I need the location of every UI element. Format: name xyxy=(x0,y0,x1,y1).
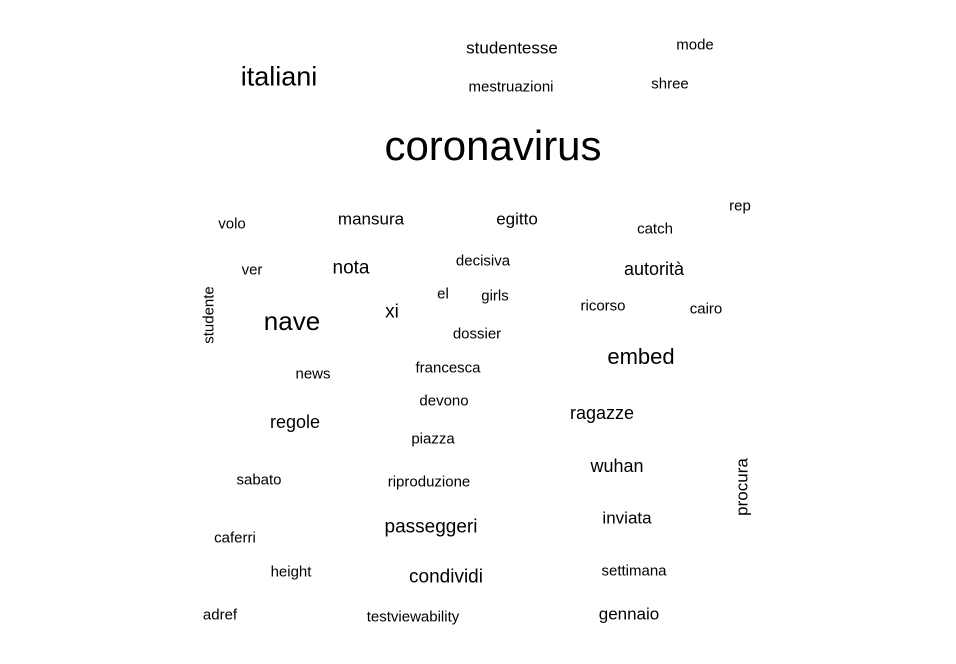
word-wuhan: wuhan xyxy=(590,456,644,476)
word-news: news xyxy=(295,365,331,383)
word-volo: volo xyxy=(218,215,246,233)
word-devono: devono xyxy=(419,392,469,410)
word-decisiva: decisiva xyxy=(455,252,511,270)
word-riproduzione: riproduzione xyxy=(387,473,471,491)
word-embed: embed xyxy=(607,344,675,369)
word-italiani: italiani xyxy=(240,61,318,92)
word-xi: xi xyxy=(385,301,399,323)
word-coronavirus: coronavirus xyxy=(384,122,602,169)
word-sabato: sabato xyxy=(236,471,282,489)
word-rep: rep xyxy=(729,197,751,215)
word-gennaio: gennaio xyxy=(598,604,660,624)
word-catch: catch xyxy=(637,220,673,238)
word-ricorso: ricorso xyxy=(580,297,626,315)
word-caferri: caferri xyxy=(214,529,256,547)
word-passeggeri: passeggeri xyxy=(384,516,478,538)
word-egitto: egitto xyxy=(496,209,538,229)
word-mode: mode xyxy=(676,36,714,54)
word-studentesse: studentesse xyxy=(466,38,558,58)
word-cairo: cairo xyxy=(689,300,723,318)
word-francesca: francesca xyxy=(415,359,481,377)
word-nave: nave xyxy=(263,306,321,336)
word-condividi: condividi xyxy=(409,566,483,588)
word-procura: procura xyxy=(732,458,752,516)
word-girls: girls xyxy=(481,287,509,305)
word-settimana: settimana xyxy=(601,562,667,580)
word-autorita: autorità xyxy=(623,259,685,279)
word-testviewability: testviewability xyxy=(366,608,460,626)
word-ragazze: ragazze xyxy=(569,403,635,423)
word-nota: nota xyxy=(332,257,370,279)
word-studente: studente xyxy=(200,286,218,344)
word-regole: regole xyxy=(269,412,321,432)
word-adref: adref xyxy=(202,606,238,624)
word-inviata: inviata xyxy=(602,508,652,528)
word-height: height xyxy=(270,563,312,581)
word-el: el xyxy=(437,285,449,303)
word-mestruazioni: mestruazioni xyxy=(468,78,554,96)
word-mansura: mansura xyxy=(337,209,405,229)
word-ver: ver xyxy=(241,261,263,279)
word-dossier: dossier xyxy=(452,325,502,343)
word-piazza: piazza xyxy=(411,430,455,448)
word-shree: shree xyxy=(651,75,689,93)
